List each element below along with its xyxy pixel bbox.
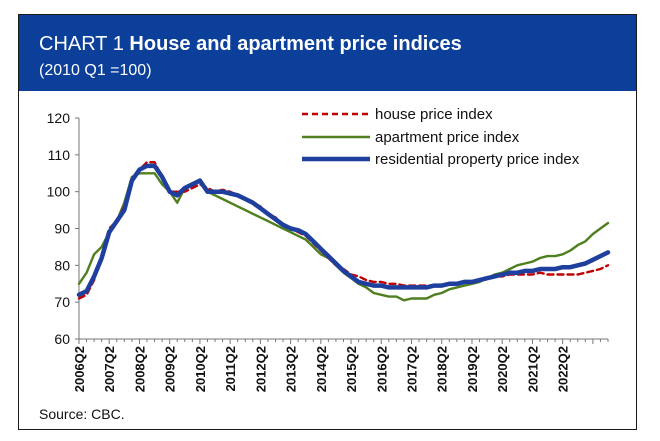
x-tick-label: 2006Q2 — [72, 346, 87, 392]
series-line-house-price-index — [77, 160, 610, 300]
x-tick-label: 2022Q2 — [556, 346, 571, 392]
chart-title: CHART 1 House and apartment price indice… — [39, 33, 462, 56]
y-tick-label: 80 — [54, 257, 70, 273]
series-line-residential-property-price-index — [76, 163, 611, 298]
chart-number: CHART 1 — [39, 33, 124, 55]
chart-subtitle: (2010 Q1 =100) — [39, 62, 152, 79]
x-tick-label: 2014Q2 — [314, 346, 329, 392]
x-tick-label: 2017Q2 — [405, 346, 420, 392]
chart-title-text: House and apartment price indices — [129, 33, 462, 55]
y-tick-label: 90 — [54, 221, 70, 237]
y-tick-label: 100 — [47, 184, 71, 200]
y-tick-label: 110 — [48, 147, 71, 163]
legend-label: apartment price index — [375, 129, 520, 146]
x-tick-label: 2020Q2 — [495, 346, 510, 392]
legend-label: residential property price index — [375, 151, 580, 168]
x-tick-label: 2018Q2 — [435, 346, 450, 392]
x-tick-label: 2016Q2 — [374, 346, 389, 392]
legend-label: house price index — [375, 106, 493, 123]
y-tick-label: 70 — [54, 294, 70, 310]
x-tick-label: 2012Q2 — [253, 346, 268, 392]
line-chart: 60 70 80 90 100 110 120 2006Q2 2007Q2 2008Q2 2009Q… — [47, 106, 611, 392]
x-tick-label: 2011Q2 — [223, 346, 238, 392]
x-tick-label: 2015Q2 — [344, 346, 359, 392]
x-tick-label: 2008Q2 — [132, 346, 147, 392]
x-tick-label: 2013Q2 — [284, 346, 299, 392]
x-tick-label: 2009Q2 — [163, 346, 178, 392]
chart-frame: CHART 1 House and apartment price indice… — [18, 14, 637, 430]
chart-header: CHART 1 House and apartment price indice… — [19, 15, 636, 91]
source-note: Source: CBC. — [39, 406, 125, 422]
series-line-apartment-price-index — [77, 172, 610, 302]
x-tick-label: 2007Q2 — [102, 346, 117, 392]
y-tick-label: 120 — [47, 110, 71, 126]
x-tick-label: 2010Q2 — [193, 346, 208, 392]
x-tick-label: 2021Q2 — [525, 346, 540, 392]
x-tick-label: 2019Q2 — [465, 346, 480, 392]
y-tick-label: 60 — [54, 331, 70, 347]
